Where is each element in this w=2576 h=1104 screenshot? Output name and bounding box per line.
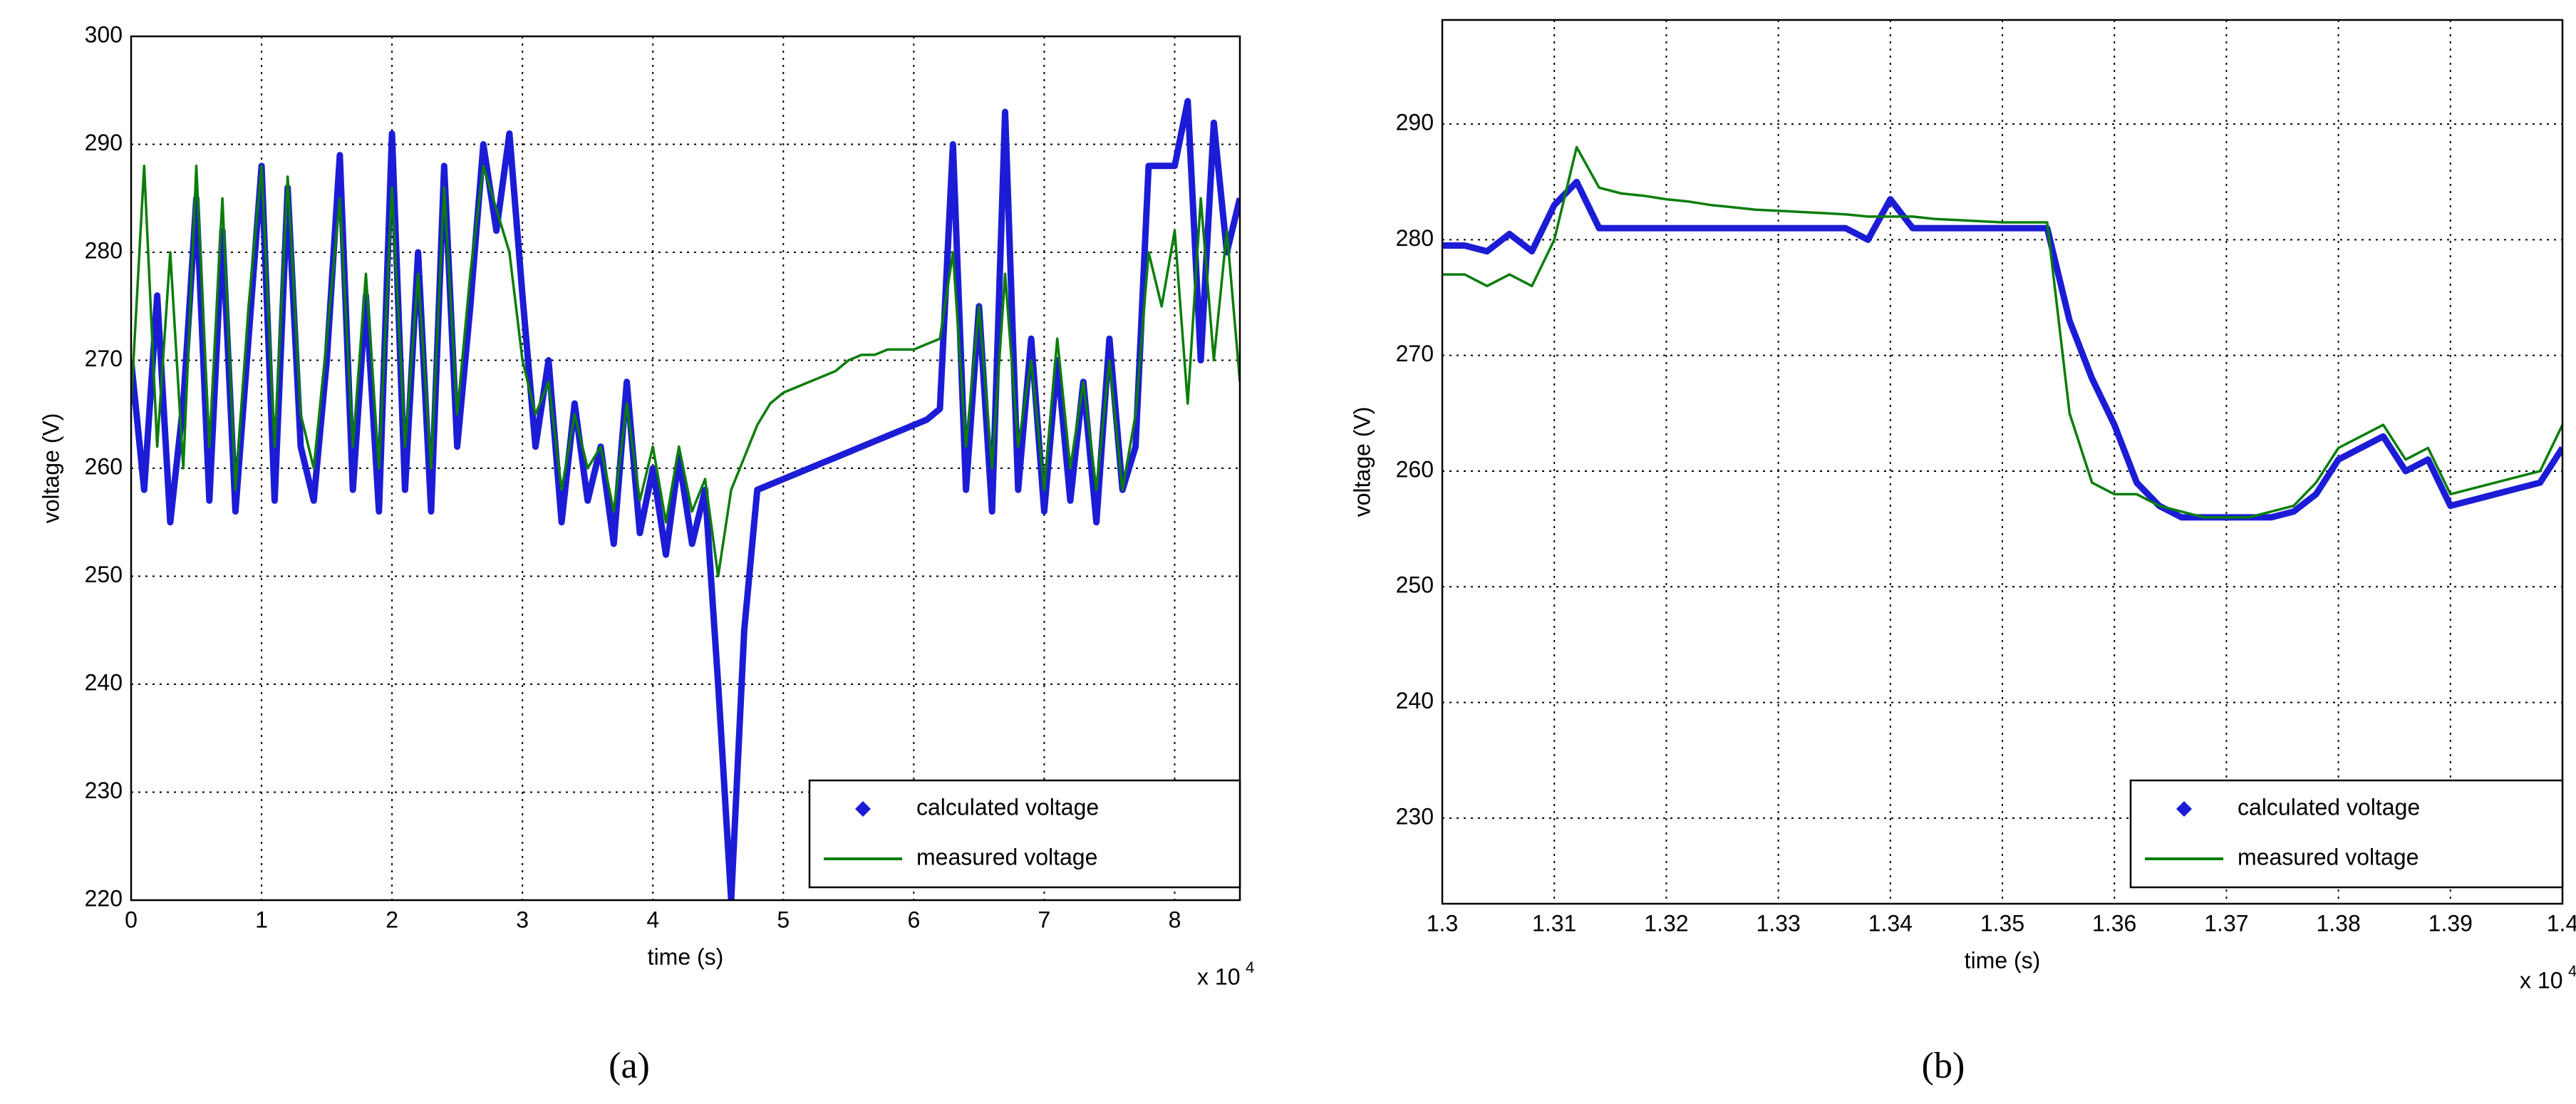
x-scale-exponent: 4 — [1246, 959, 1254, 976]
caption: (a) — [609, 1046, 650, 1086]
plot-area — [1441, 19, 2564, 905]
legend-box — [2129, 779, 2564, 889]
plot-frame — [1441, 19, 2564, 905]
x-scale-exponent: 4 — [2568, 962, 2576, 980]
legend-label: measured voltage — [2238, 844, 2419, 870]
x-tick-label: 4 — [646, 907, 659, 932]
y-tick-label: 300 — [85, 21, 123, 47]
x-tick-label: 1.36 — [2092, 910, 2136, 936]
x-tick-label: 1.3 — [1427, 910, 1458, 936]
y-tick-label: 240 — [85, 669, 123, 695]
x-tick-label: 3 — [516, 907, 529, 932]
x-tick-label: 5 — [777, 907, 790, 932]
y-tick-label: 250 — [85, 562, 123, 587]
plot-area — [130, 35, 1241, 902]
x-scale-label: x 10 — [2520, 967, 2562, 993]
measured-line — [131, 165, 1240, 578]
y-axis-label: voltage (V) — [38, 413, 63, 524]
measured-line — [1442, 145, 2562, 519]
x-tick-label: 1.31 — [1532, 910, 1576, 936]
legend-label: calculated voltage — [916, 794, 1099, 820]
x-axis-label: time (s) — [1965, 947, 2041, 973]
x-axis-label: time (s) — [648, 944, 724, 969]
y-tick-label: 290 — [1396, 110, 1434, 135]
x-scale-label: x 10 — [1197, 964, 1240, 989]
x-tick-label: 1.38 — [2316, 910, 2360, 936]
x-tick-label: 1.34 — [1868, 910, 1913, 936]
y-tick-label: 280 — [85, 237, 123, 263]
x-tick-label: 8 — [1169, 907, 1181, 932]
legend-marker — [855, 801, 871, 817]
y-tick-label: 280 — [1396, 225, 1434, 251]
plot-frame — [130, 35, 1241, 902]
caption: (b) — [1922, 1046, 1965, 1086]
y-tick-label: 270 — [1396, 341, 1434, 366]
x-tick-label: 1.39 — [2428, 910, 2473, 936]
y-tick-label: 290 — [85, 130, 123, 155]
y-tick-label: 230 — [1396, 803, 1434, 829]
y-tick-label: 250 — [1396, 572, 1434, 598]
y-tick-label: 230 — [85, 778, 123, 803]
x-tick-label: 0 — [125, 907, 138, 932]
calculated-line — [131, 98, 1240, 900]
x-tick-label: 2 — [386, 907, 398, 932]
legend-label: calculated voltage — [2238, 794, 2420, 820]
x-tick-label: 1.4 — [2547, 910, 2576, 936]
x-tick-label: 1.33 — [1756, 910, 1800, 936]
calculated-line — [1442, 178, 2562, 521]
x-tick-label: 1.37 — [2204, 910, 2248, 936]
y-tick-label: 240 — [1396, 688, 1434, 713]
y-tick-label: 260 — [1396, 456, 1434, 482]
y-tick-label: 270 — [85, 346, 123, 371]
x-tick-label: 1.35 — [1980, 910, 2024, 936]
x-tick-label: 7 — [1038, 907, 1051, 932]
x-tick-label: 1 — [255, 907, 268, 932]
y-axis-label: voltage (V) — [1349, 407, 1375, 517]
legend-label: measured voltage — [916, 844, 1097, 870]
x-tick-label: 6 — [907, 907, 920, 932]
legend-marker — [2176, 801, 2192, 817]
legend-box — [808, 779, 1241, 889]
x-tick-label: 1.32 — [1644, 910, 1688, 936]
y-tick-label: 260 — [85, 453, 123, 479]
y-tick-label: 220 — [85, 885, 123, 911]
